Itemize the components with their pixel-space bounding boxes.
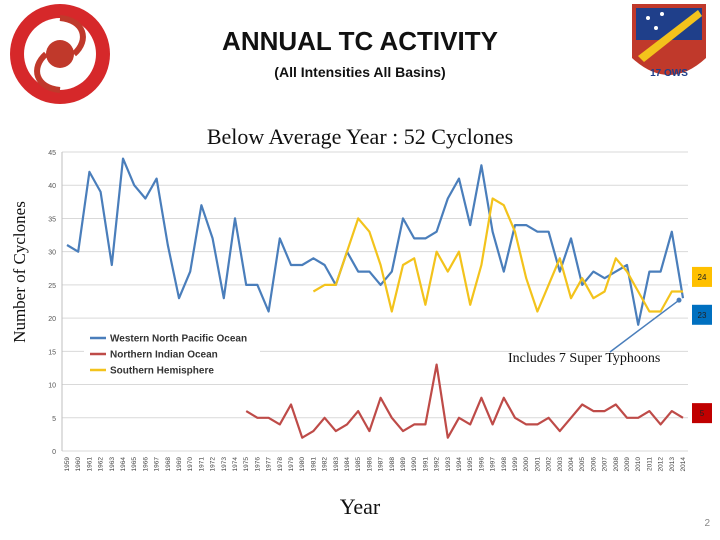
series-line-2 — [312, 197, 683, 313]
x-tick-2002: 2002 — [546, 457, 553, 472]
legend-label-1: Northern Indian Ocean — [110, 350, 218, 361]
x-tick-2010: 2010 — [635, 457, 642, 472]
end-value-labels: 24 23 5 — [692, 266, 712, 424]
x-tick-1963: 1963 — [109, 457, 116, 472]
legend-label-0: Western North Pacific Ocean — [110, 334, 247, 345]
seal-storm-eye — [46, 40, 74, 68]
x-tick-2011: 2011 — [646, 457, 653, 471]
y-tick-45: 45 — [48, 150, 56, 157]
x-tick-1997: 1997 — [490, 457, 497, 472]
x-tick-1977: 1977 — [266, 457, 273, 472]
x-tick-1968: 1968 — [165, 457, 172, 472]
end-label-text-0: 24 — [698, 273, 707, 282]
y-tick-30: 30 — [48, 250, 56, 257]
x-tick-1966: 1966 — [142, 457, 149, 472]
series-line-0 — [66, 157, 685, 326]
x-tick-1980: 1980 — [299, 457, 306, 472]
series-line-1 — [245, 363, 684, 439]
x-tick-1970: 1970 — [187, 457, 194, 472]
slide-title: ANNUAL TC ACTIVITY — [222, 26, 498, 56]
annotation-arrowhead — [676, 297, 682, 303]
x-tick-1994: 1994 — [456, 457, 463, 472]
x-tick-1984: 1984 — [344, 457, 351, 472]
x-tick-2003: 2003 — [557, 457, 564, 472]
x-tick-1995: 1995 — [467, 457, 474, 472]
x-tick-2009: 2009 — [624, 457, 631, 472]
legend-label-2: Southern Hemisphere — [110, 366, 214, 377]
super-typhoon-annotation: Includes 7 Super Typhoons — [508, 297, 682, 366]
x-tick-1998: 1998 — [501, 457, 508, 472]
x-tick-2004: 2004 — [568, 457, 575, 472]
x-tick-1996: 1996 — [478, 457, 485, 472]
x-tick-1973: 1973 — [221, 457, 228, 472]
x-tick-1986: 1986 — [366, 457, 373, 472]
end-label-text-1: 23 — [698, 311, 707, 320]
x-tick-1960: 1960 — [75, 457, 82, 472]
x-tick-1965: 1965 — [131, 457, 138, 472]
y-tick-15: 15 — [48, 349, 56, 356]
annotation-arrow — [609, 299, 680, 353]
series-lines — [66, 157, 685, 439]
x-tick-2013: 2013 — [669, 457, 676, 472]
legend-box — [84, 326, 260, 382]
x-tick-1974: 1974 — [232, 457, 239, 472]
x-tick-1971: 1971 — [198, 457, 205, 472]
x-tick-1981: 1981 — [310, 457, 317, 472]
end-label-box-0 — [692, 266, 712, 287]
squadron-patch-logo: 17 OWS — [628, 0, 710, 84]
x-tick-2001: 2001 — [534, 457, 541, 472]
x-tick-1982: 1982 — [322, 457, 329, 472]
x-tick-1999: 1999 — [512, 457, 519, 472]
y-tick-20: 20 — [48, 316, 56, 323]
x-tick-1990: 1990 — [411, 457, 418, 472]
x-tick-1972: 1972 — [210, 457, 217, 472]
x-tick-1991: 1991 — [422, 457, 429, 472]
x-tick-labels: 1959 1960 1961 1962 1963 1964 1965 1966 1967 1968… — [64, 457, 687, 472]
annotation-text: Includes 7 Super Typhoons — [508, 351, 660, 366]
x-tick-1989: 1989 — [400, 457, 407, 472]
x-tick-1987: 1987 — [378, 457, 385, 472]
y-tick-0: 0 — [52, 449, 56, 456]
x-tick-1983: 1983 — [333, 457, 340, 472]
x-tick-1964: 1964 — [120, 457, 127, 472]
end-label-box-1 — [692, 304, 712, 325]
y-tick-5: 5 — [52, 416, 56, 423]
y-tick-labels: 0 5 10 15 20 25 30 35 40 45 — [48, 150, 56, 456]
x-tick-1969: 1969 — [176, 457, 183, 472]
y-tick-10: 10 — [48, 383, 56, 390]
x-tick-1978: 1978 — [277, 457, 284, 472]
patch-text: 17 OWS — [650, 68, 688, 79]
end-label-text-2: 5 — [700, 409, 705, 418]
x-tick-1962: 1962 — [98, 457, 105, 472]
y-tick-35: 35 — [48, 216, 56, 223]
chart-grid — [61, 151, 688, 452]
x-tick-2005: 2005 — [579, 457, 586, 472]
x-tick-1959: 1959 — [64, 457, 71, 472]
y-tick-40: 40 — [48, 183, 56, 190]
chart-heading: Below Average Year : 52 Cyclones — [206, 124, 514, 149]
page-number: 2 — [704, 518, 710, 529]
x-tick-2014: 2014 — [680, 457, 687, 472]
x-tick-1979: 1979 — [288, 457, 295, 472]
x-tick-1961: 1961 — [86, 457, 93, 472]
chart-legend: Western North Pacific Ocean Northern Indi… — [84, 326, 260, 382]
x-tick-2006: 2006 — [590, 457, 597, 472]
x-tick-1967: 1967 — [154, 457, 161, 472]
x-tick-1993: 1993 — [445, 457, 452, 472]
x-axis-label: Year — [339, 494, 381, 519]
slide-subtitle: (All Intensities All Basins) — [274, 64, 446, 80]
x-tick-1985: 1985 — [355, 457, 362, 472]
x-tick-2000: 2000 — [523, 457, 530, 472]
y-tick-25: 25 — [48, 283, 56, 290]
end-label-box-2 — [692, 403, 712, 424]
x-tick-2007: 2007 — [602, 457, 609, 472]
x-tick-2012: 2012 — [658, 457, 665, 472]
x-tick-1975: 1975 — [243, 457, 250, 472]
x-tick-1976: 1976 — [254, 457, 261, 472]
x-tick-2008: 2008 — [613, 457, 620, 472]
jtwc-seal-logo — [4, 0, 116, 106]
x-tick-1988: 1988 — [389, 457, 396, 472]
x-tick-1992: 1992 — [434, 457, 441, 472]
